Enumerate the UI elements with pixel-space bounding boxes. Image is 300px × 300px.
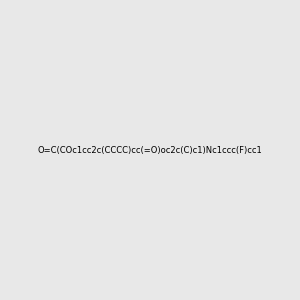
Text: O=C(COc1cc2c(CCCC)cc(=O)oc2c(C)c1)Nc1ccc(F)cc1: O=C(COc1cc2c(CCCC)cc(=O)oc2c(C)c1)Nc1ccc… [38,146,262,154]
